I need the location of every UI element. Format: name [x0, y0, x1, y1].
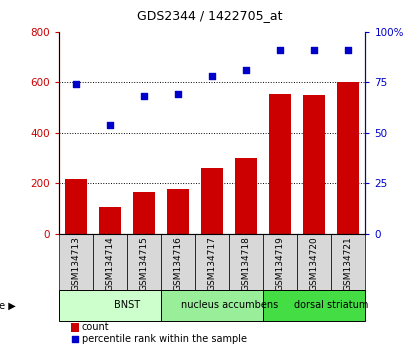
Bar [161, 290, 263, 321]
Text: GSM134713: GSM134713 [71, 236, 80, 291]
Text: GSM134717: GSM134717 [207, 236, 217, 291]
Text: count: count [82, 322, 110, 332]
Bar [331, 234, 365, 290]
Point [209, 73, 215, 79]
Bar [303, 95, 326, 234]
Text: GSM134714: GSM134714 [105, 236, 114, 291]
Bar [263, 290, 365, 321]
Text: GSM134720: GSM134720 [310, 236, 319, 291]
Text: GDS2344 / 1422705_at: GDS2344 / 1422705_at [137, 9, 283, 22]
Bar [269, 93, 291, 234]
Bar [133, 192, 155, 234]
Bar [201, 168, 223, 234]
Bar [263, 234, 297, 290]
Point [107, 122, 113, 127]
Point [141, 93, 147, 99]
Text: GSM134719: GSM134719 [276, 236, 285, 291]
Bar [195, 234, 229, 290]
Point [243, 67, 249, 73]
Bar [99, 207, 121, 234]
Text: nucleus accumbens: nucleus accumbens [181, 300, 278, 310]
Bar [59, 234, 93, 290]
Text: percentile rank within the sample: percentile rank within the sample [82, 334, 247, 344]
Text: BNST: BNST [114, 300, 140, 310]
Bar [65, 179, 87, 234]
Bar [127, 234, 161, 290]
Bar [337, 82, 360, 234]
Text: GSM134715: GSM134715 [139, 236, 148, 291]
Point [277, 47, 284, 53]
Point [72, 337, 79, 342]
Point [73, 81, 79, 87]
Text: dorsal striatum: dorsal striatum [294, 300, 368, 310]
Bar [59, 290, 161, 321]
Bar [161, 234, 195, 290]
Point [311, 47, 318, 53]
Bar [235, 158, 257, 234]
Bar [297, 234, 331, 290]
Point [175, 92, 181, 97]
Text: GSM134718: GSM134718 [241, 236, 251, 291]
Bar [167, 189, 189, 234]
Text: GSM134716: GSM134716 [173, 236, 183, 291]
Text: tissue ▶: tissue ▶ [0, 300, 16, 310]
Text: GSM134721: GSM134721 [344, 236, 353, 291]
Point [345, 47, 352, 53]
Bar [93, 234, 127, 290]
Bar [229, 234, 263, 290]
Bar [71, 323, 79, 332]
